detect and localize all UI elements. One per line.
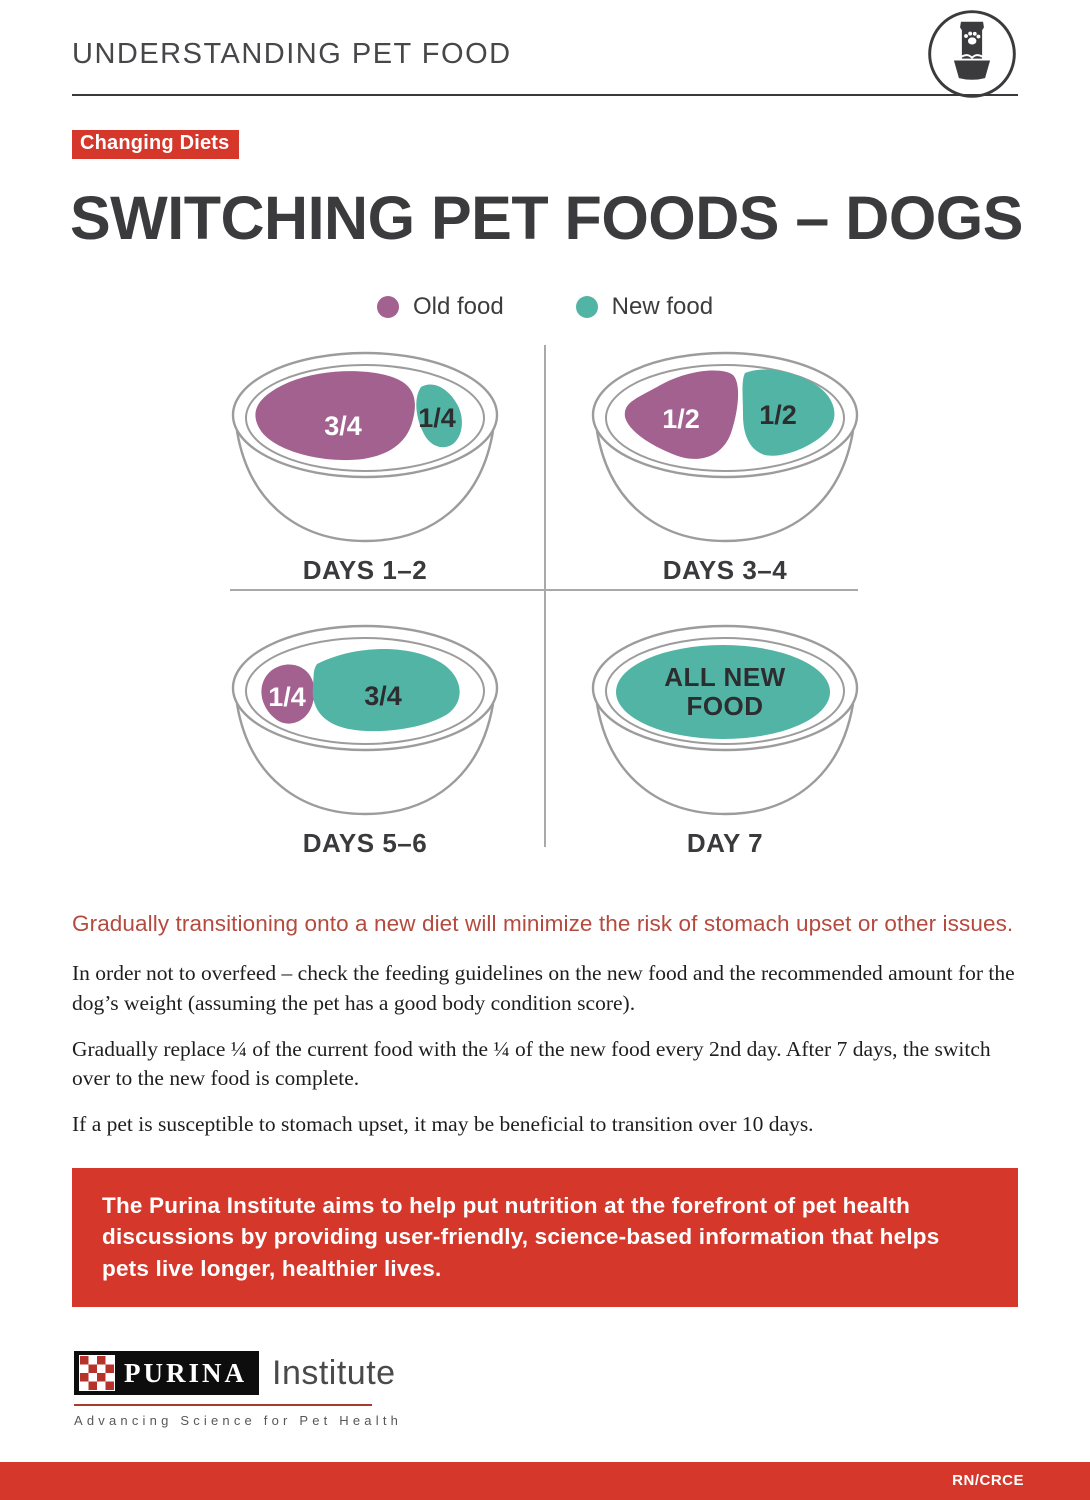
bowl-row-1: 3/4 1/4 DAYS 1–2 1/2 1/2 DAYS 3–4 bbox=[0, 343, 1090, 586]
bowl-row-2: 1/4 3/4 DAYS 5–6 ALL NEW FOOD DAY 7 bbox=[0, 616, 1090, 859]
pet-food-bag-bowl-icon bbox=[928, 10, 1016, 98]
paragraph-2: Gradually replace ¼ of the current food … bbox=[72, 1036, 991, 1091]
header-divider bbox=[72, 94, 1018, 96]
legend: Old food New food bbox=[0, 293, 1090, 321]
fraction-old: 3/4 bbox=[324, 411, 362, 441]
legend-label-old: Old food bbox=[412, 293, 504, 321]
bowl-illustration-days-3-4: 1/2 1/2 bbox=[591, 352, 859, 543]
all-new-food-line2: FOOD bbox=[686, 691, 763, 721]
footer-code: RN/CRCE bbox=[952, 1472, 1024, 1489]
purina-institute-logo: PURINA Institute Advancing Science for P… bbox=[74, 1351, 1090, 1428]
old-food-dot-icon bbox=[376, 296, 399, 319]
legend-item-new-food: New food bbox=[575, 293, 714, 321]
header: UNDERSTANDING PET FOOD bbox=[72, 0, 1018, 98]
purina-institute-banner: The Purina Institute aims to help put nu… bbox=[72, 1167, 1018, 1308]
bowl-label: DAYS 3–4 bbox=[662, 555, 788, 586]
fraction-new: 1/2 bbox=[759, 400, 797, 430]
logo-underline bbox=[74, 1404, 372, 1407]
section-badge: Changing Diets bbox=[72, 130, 240, 159]
purina-wordmark: PURINA bbox=[124, 1357, 247, 1388]
bowl-days-5-6: 1/4 3/4 DAYS 5–6 bbox=[215, 616, 515, 859]
legend-label-new: New food bbox=[611, 293, 714, 321]
body-copy: In order not to overfeed – check the fee… bbox=[72, 959, 1018, 1139]
purina-logo-box: PURINA bbox=[74, 1351, 259, 1396]
all-new-food-line1: ALL NEW bbox=[664, 662, 785, 692]
bowl-illustration-days-5-6: 1/4 3/4 bbox=[231, 625, 499, 816]
legend-item-old-food: Old food bbox=[376, 293, 504, 321]
key-statement: Gradually transitioning onto a new diet … bbox=[72, 911, 1014, 937]
fraction-old: 1/4 bbox=[268, 682, 306, 712]
fraction-new: 3/4 bbox=[364, 681, 402, 711]
bowl-days-1-2: 3/4 1/4 DAYS 1–2 bbox=[215, 343, 515, 586]
bowl-illustration-day-7: ALL NEW FOOD bbox=[591, 625, 859, 816]
purina-checkerboard-icon bbox=[79, 1355, 115, 1392]
transition-diagram: 3/4 1/4 DAYS 1–2 1/2 1/2 DAYS 3–4 bbox=[0, 343, 1090, 859]
bowl-label: DAYS 5–6 bbox=[302, 828, 428, 859]
paragraph-1: In order not to overfeed – check the fee… bbox=[72, 961, 1015, 1015]
bowl-illustration-days-1-2: 3/4 1/4 bbox=[231, 352, 499, 543]
paragraph-3: If a pet is susceptible to stomach upset… bbox=[72, 1111, 814, 1136]
fraction-old: 1/2 bbox=[662, 404, 700, 434]
bowl-label: DAYS 1–2 bbox=[302, 555, 428, 586]
fraction-new: 1/4 bbox=[418, 403, 456, 433]
logo-tagline: Advancing Science for Pet Health bbox=[74, 1413, 403, 1429]
bowl-days-3-4: 1/2 1/2 DAYS 3–4 bbox=[575, 343, 875, 586]
diagram-horizontal-divider bbox=[230, 589, 858, 592]
diagram-vertical-divider bbox=[544, 345, 546, 848]
institute-wordmark: Institute bbox=[272, 1353, 396, 1392]
bowl-day-7: ALL NEW FOOD DAY 7 bbox=[575, 616, 875, 859]
header-title: UNDERSTANDING PET FOOD bbox=[72, 37, 512, 70]
page-title: SWITCHING PET FOODS – DOGS bbox=[70, 184, 1023, 252]
bowl-label: DAY 7 bbox=[686, 828, 764, 859]
new-food-dot-icon bbox=[575, 296, 598, 319]
footer-bar: RN/CRCE bbox=[0, 1462, 1090, 1500]
